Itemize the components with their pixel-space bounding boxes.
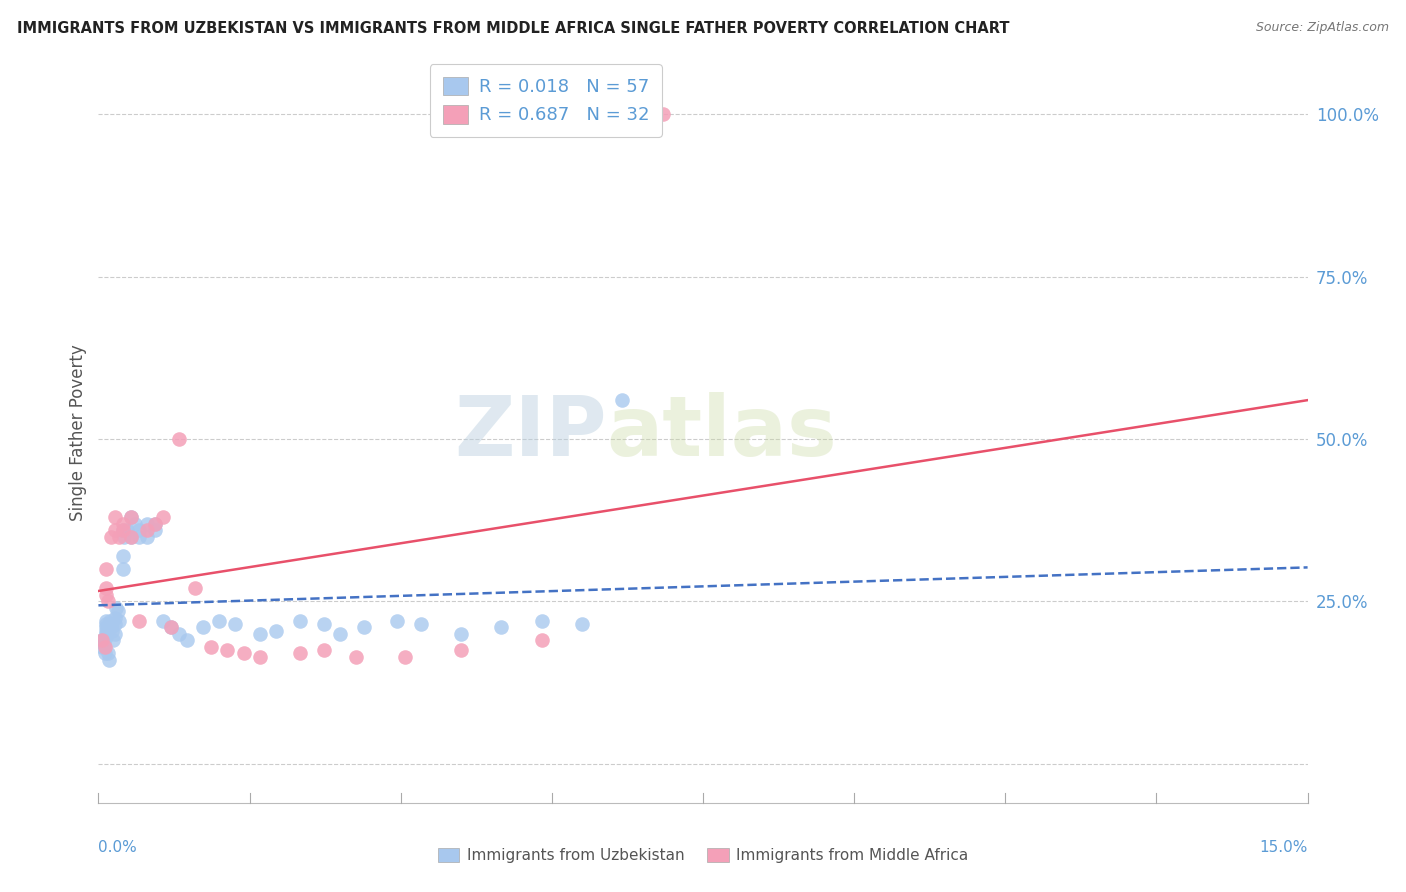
Point [103, 523, 125, 537]
Point [193, 620, 215, 634]
Point [264, 624, 287, 638]
Point [143, 523, 166, 537]
Point [314, 617, 336, 632]
Point [96, 624, 118, 638]
Point [124, 516, 146, 531]
Point [530, 614, 553, 628]
Point [93, 637, 115, 651]
Point [96, 562, 118, 576]
Point [94, 647, 117, 661]
Point [111, 516, 134, 531]
Point [176, 633, 198, 648]
Point [94, 640, 117, 654]
Point [314, 643, 336, 657]
Point [651, 107, 673, 121]
Point [105, 601, 128, 615]
Point [128, 523, 150, 537]
Point [128, 529, 150, 543]
Text: atlas: atlas [606, 392, 837, 473]
Point [571, 617, 593, 632]
Point [111, 523, 134, 537]
Point [97, 653, 120, 667]
Point [249, 649, 271, 664]
Point [450, 643, 472, 657]
Point [135, 516, 157, 531]
Point [329, 627, 352, 641]
Point [135, 523, 157, 537]
Point [97, 594, 120, 608]
Point [111, 523, 134, 537]
Point [217, 643, 239, 657]
Point [288, 647, 311, 661]
Point [288, 614, 311, 628]
Point [96, 630, 118, 644]
Point [143, 516, 166, 531]
Point [120, 529, 142, 543]
Point [115, 523, 138, 537]
Point [120, 510, 142, 524]
Point [353, 620, 375, 634]
Point [184, 582, 207, 596]
Text: ZIP: ZIP [454, 392, 606, 473]
Point [91, 640, 114, 654]
Point [152, 510, 174, 524]
Point [112, 529, 135, 543]
Point [224, 617, 246, 632]
Point [120, 529, 142, 543]
Point [394, 649, 416, 664]
Point [111, 562, 134, 576]
Point [167, 627, 190, 641]
Point [96, 620, 118, 634]
Text: Source: ZipAtlas.com: Source: ZipAtlas.com [1256, 21, 1389, 34]
Text: 15.0%: 15.0% [1260, 840, 1308, 855]
Point [200, 640, 222, 654]
Point [135, 529, 157, 543]
Point [96, 582, 118, 596]
Point [91, 633, 114, 648]
Legend: Immigrants from Uzbekistan, Immigrants from Middle Africa: Immigrants from Uzbekistan, Immigrants f… [432, 842, 974, 869]
Point [160, 620, 183, 634]
Point [107, 604, 129, 618]
Point [101, 633, 124, 648]
Point [111, 549, 134, 563]
Point [232, 647, 254, 661]
Point [344, 649, 367, 664]
Point [103, 611, 125, 625]
Point [450, 627, 472, 641]
Point [530, 633, 553, 648]
Point [120, 510, 142, 524]
Point [385, 614, 408, 628]
Point [101, 624, 124, 638]
Point [167, 432, 190, 446]
Point [249, 627, 271, 641]
Text: IMMIGRANTS FROM UZBEKISTAN VS IMMIGRANTS FROM MIDDLE AFRICA SINGLE FATHER POVERT: IMMIGRANTS FROM UZBEKISTAN VS IMMIGRANTS… [17, 21, 1010, 36]
Point [96, 627, 118, 641]
Point [100, 617, 122, 632]
Point [409, 617, 432, 632]
Point [143, 516, 166, 531]
Text: 0.0%: 0.0% [98, 840, 138, 855]
Point [612, 393, 634, 408]
Point [103, 627, 125, 641]
Point [96, 614, 118, 628]
Point [103, 617, 125, 632]
Point [100, 529, 122, 543]
Point [128, 614, 150, 628]
Point [107, 614, 129, 628]
Point [98, 614, 121, 628]
Point [97, 647, 120, 661]
Point [100, 620, 122, 634]
Point [103, 510, 125, 524]
Point [491, 620, 513, 634]
Y-axis label: Single Father Poverty: Single Father Poverty [69, 344, 87, 521]
Point [152, 614, 174, 628]
Point [96, 588, 118, 602]
Point [96, 617, 118, 632]
Point [91, 633, 114, 648]
Point [107, 529, 129, 543]
Point [208, 614, 231, 628]
Point [160, 620, 183, 634]
